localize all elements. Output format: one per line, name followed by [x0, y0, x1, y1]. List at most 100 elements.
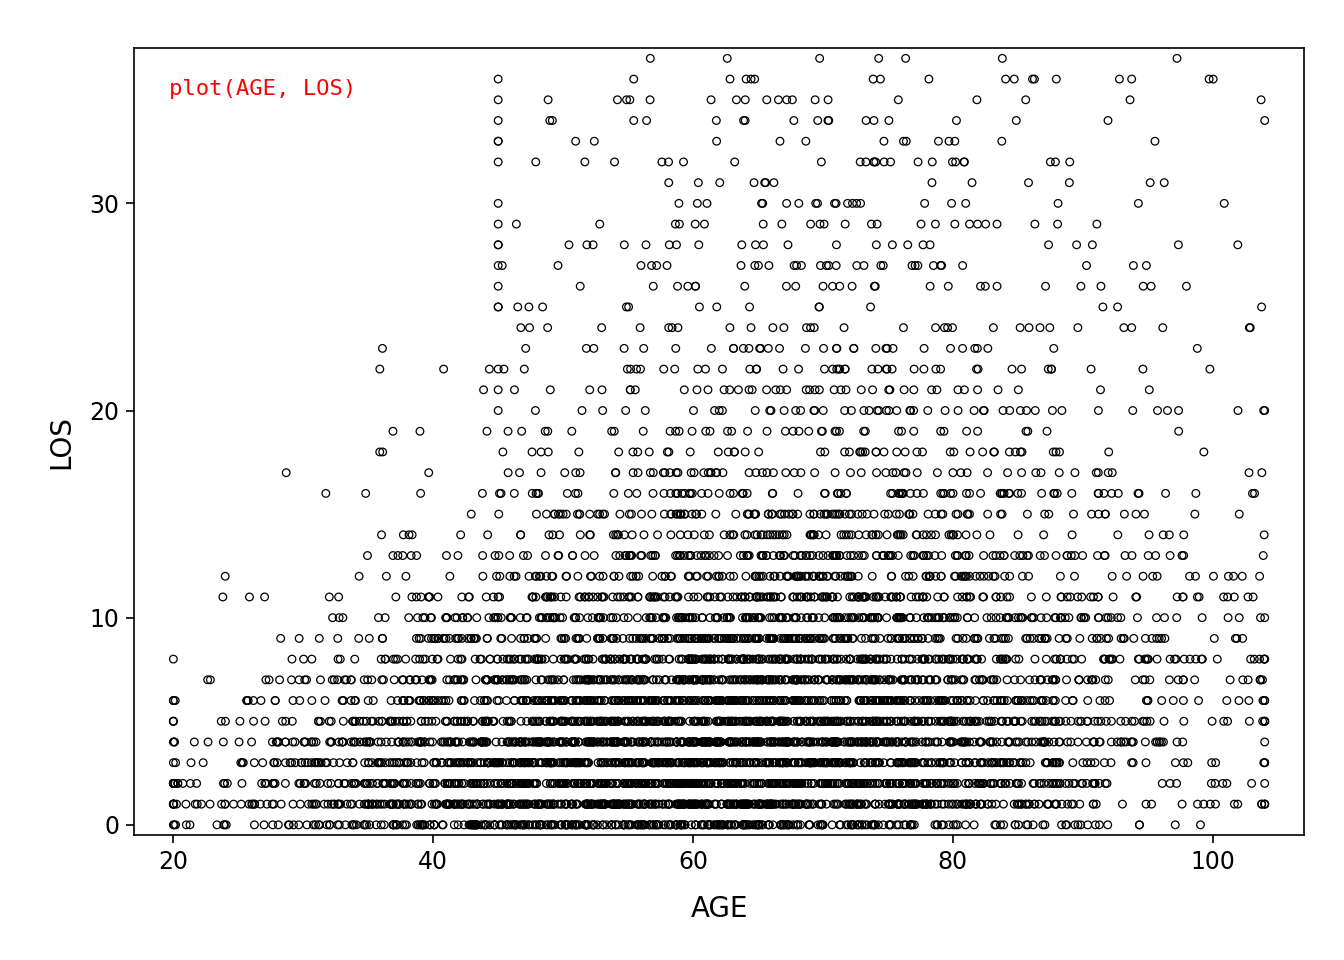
Point: [886, 713, 907, 729]
Point: [1046, 610, 1067, 625]
Point: [648, 755, 669, 770]
Point: [954, 817, 976, 832]
Point: [302, 734, 324, 750]
Point: [810, 734, 832, 750]
Point: [281, 755, 302, 770]
Point: [681, 693, 703, 708]
Point: [603, 155, 625, 170]
Point: [887, 92, 909, 108]
Point: [536, 589, 558, 605]
Point: [751, 196, 773, 211]
Point: [679, 693, 700, 708]
Point: [839, 734, 860, 750]
Point: [681, 734, 703, 750]
Point: [630, 548, 652, 564]
Point: [449, 755, 470, 770]
Point: [888, 631, 910, 646]
Point: [762, 713, 784, 729]
Point: [563, 776, 585, 791]
Point: [831, 652, 852, 667]
Point: [489, 817, 511, 832]
Point: [587, 797, 609, 812]
Point: [509, 797, 531, 812]
Point: [886, 817, 907, 832]
Point: [829, 755, 851, 770]
Point: [551, 631, 573, 646]
Point: [716, 693, 738, 708]
Point: [864, 610, 886, 625]
Point: [509, 776, 531, 791]
Point: [732, 113, 754, 129]
Point: [1216, 693, 1238, 708]
Point: [343, 776, 364, 791]
Point: [344, 693, 366, 708]
Point: [864, 278, 886, 294]
Point: [902, 797, 923, 812]
Point: [719, 693, 741, 708]
Point: [695, 734, 716, 750]
Point: [476, 672, 497, 687]
Point: [941, 713, 962, 729]
Point: [626, 817, 648, 832]
Point: [767, 734, 789, 750]
Point: [660, 755, 681, 770]
Point: [536, 734, 558, 750]
Point: [775, 92, 797, 108]
Point: [681, 631, 703, 646]
Point: [868, 527, 890, 542]
Point: [942, 797, 964, 812]
Point: [957, 652, 978, 667]
Point: [925, 631, 946, 646]
Point: [855, 155, 876, 170]
Point: [941, 713, 962, 729]
Point: [677, 631, 699, 646]
Point: [504, 755, 526, 770]
Point: [617, 672, 638, 687]
Point: [554, 776, 575, 791]
Point: [782, 776, 804, 791]
Point: [491, 610, 512, 625]
Point: [407, 797, 429, 812]
Point: [782, 734, 804, 750]
Point: [680, 734, 702, 750]
Point: [698, 755, 719, 770]
Point: [734, 817, 755, 832]
Point: [345, 734, 367, 750]
Point: [477, 755, 499, 770]
Point: [504, 817, 526, 832]
Point: [476, 713, 497, 729]
Point: [517, 776, 539, 791]
Point: [784, 113, 805, 129]
Point: [831, 382, 852, 397]
Point: [680, 548, 702, 564]
Point: [921, 755, 942, 770]
Point: [473, 776, 495, 791]
Point: [684, 797, 706, 812]
Point: [668, 423, 689, 439]
Point: [673, 693, 695, 708]
Point: [700, 776, 722, 791]
Point: [492, 258, 513, 274]
Point: [1046, 672, 1067, 687]
Point: [685, 797, 707, 812]
Point: [679, 776, 700, 791]
Point: [638, 817, 660, 832]
Point: [992, 713, 1013, 729]
Point: [735, 734, 757, 750]
Point: [814, 734, 836, 750]
Point: [371, 797, 392, 812]
Point: [739, 589, 761, 605]
Point: [563, 755, 585, 770]
Point: [333, 672, 355, 687]
Point: [1138, 527, 1160, 542]
Point: [321, 797, 343, 812]
Point: [993, 693, 1015, 708]
Point: [899, 776, 921, 791]
Point: [939, 652, 961, 667]
Point: [599, 755, 621, 770]
Point: [305, 797, 327, 812]
Point: [785, 817, 806, 832]
Point: [913, 776, 934, 791]
Point: [899, 486, 921, 501]
Point: [746, 672, 767, 687]
